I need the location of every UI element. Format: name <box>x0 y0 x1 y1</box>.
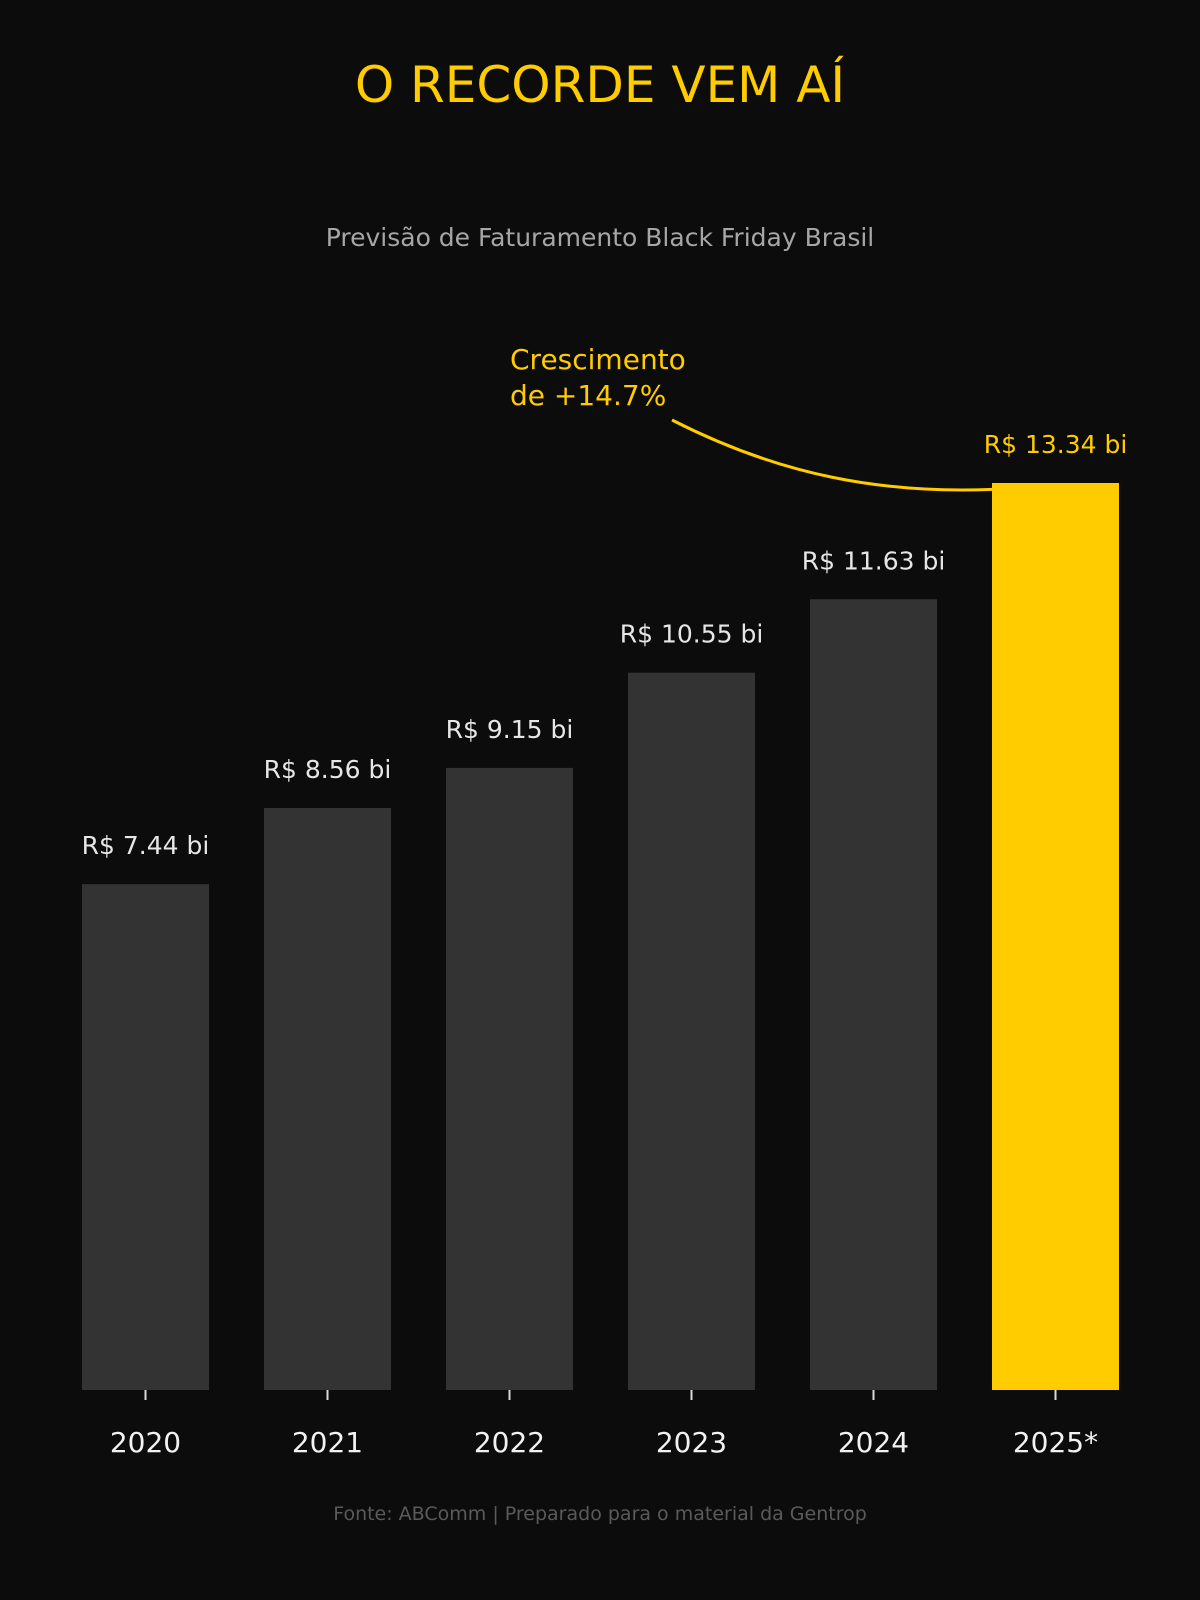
tick-label-2021: 2021 <box>292 1426 363 1459</box>
value-labels-group: R$ 7.44 bi R$ 8.56 bi R$ 9.15 bi R$ 10.55 b… <box>82 430 1128 860</box>
value-label-2020: R$ 7.44 bi <box>82 831 210 860</box>
tick-label-2020: 2020 <box>110 1426 181 1459</box>
value-label-2023: R$ 10.55 bi <box>620 620 764 649</box>
bar-2020 <box>82 884 209 1390</box>
bar-2024 <box>810 599 937 1390</box>
value-label-2025: R$ 13.34 bi <box>984 430 1128 459</box>
chart-subtitle: Previsão de Faturamento Black Friday Bra… <box>326 223 875 252</box>
bar-2021 <box>264 807 391 1390</box>
annotation-text: Crescimento de +14.7% <box>510 343 695 412</box>
bar-2022 <box>446 767 573 1390</box>
x-axis-ticks <box>144 1390 1057 1400</box>
bar-2025 <box>992 483 1119 1390</box>
annotation-line-2: de +14.7% <box>510 379 666 412</box>
tick-label-2024: 2024 <box>838 1426 909 1459</box>
value-label-2024: R$ 11.63 bi <box>802 546 946 575</box>
x-axis-tick-labels: 2020 2021 2022 2023 2024 2025* <box>110 1426 1098 1459</box>
tick-label-2022: 2022 <box>474 1426 545 1459</box>
source-note: Fonte: ABComm | Preparado para o materia… <box>333 1503 867 1525</box>
tick-label-2025: 2025* <box>1013 1426 1098 1459</box>
annotation-arrow <box>671 418 1031 492</box>
value-label-2022: R$ 9.15 bi <box>446 715 574 744</box>
bar-2023 <box>628 672 755 1390</box>
tick-label-2023: 2023 <box>656 1426 727 1459</box>
value-label-2021: R$ 8.56 bi <box>264 755 392 784</box>
chart-title: O RECORDE VEM AÍ <box>355 55 845 114</box>
annotation-line-1: Crescimento <box>510 343 686 376</box>
bars-group <box>82 483 1119 1390</box>
